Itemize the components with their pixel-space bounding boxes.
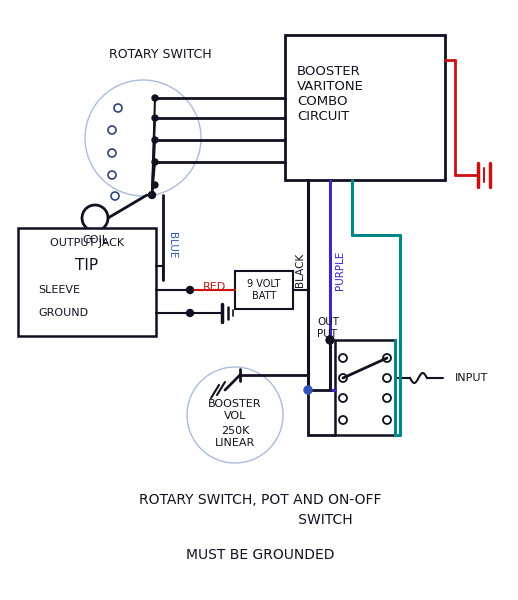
Bar [335, 340, 395, 435]
Text: BLACK: BLACK [295, 253, 305, 287]
Circle shape [152, 115, 158, 121]
Text: 250K
LINEAR: 250K LINEAR [215, 426, 255, 448]
Text: 9 VOLT
BATT: 9 VOLT BATT [247, 279, 281, 301]
Text: OUT
PUT: OUT PUT [317, 317, 339, 339]
Text: INPUT: INPUT [455, 373, 488, 383]
Circle shape [152, 159, 158, 165]
Bar [18, 228, 156, 336]
Circle shape [152, 95, 158, 101]
Text: PURPLE: PURPLE [335, 250, 345, 290]
Circle shape [149, 191, 155, 199]
Text: GROUND: GROUND [38, 308, 88, 318]
Bar [235, 271, 293, 309]
Text: BLUE: BLUE [167, 232, 177, 258]
Circle shape [304, 386, 312, 394]
Text: BOOSTER
VOL: BOOSTER VOL [208, 399, 262, 421]
Bar [285, 35, 445, 180]
Text: RED: RED [204, 282, 227, 292]
Text: MUST BE GROUNDED: MUST BE GROUNDED [186, 548, 334, 562]
Text: SWITCH: SWITCH [167, 513, 353, 527]
Text: BOOSTER
VARITONE
COMBO
CIRCUIT: BOOSTER VARITONE COMBO CIRCUIT [297, 65, 364, 123]
Text: OUTPUT JACK: OUTPUT JACK [50, 238, 124, 248]
Text: COIL: COIL [82, 235, 108, 245]
Text: ROTARY SWITCH: ROTARY SWITCH [109, 49, 211, 61]
Text: ROTARY SWITCH, POT AND ON-OFF: ROTARY SWITCH, POT AND ON-OFF [139, 493, 381, 507]
Circle shape [326, 336, 334, 344]
Circle shape [152, 137, 158, 143]
Circle shape [186, 310, 194, 317]
Text: TIP: TIP [76, 259, 98, 274]
Circle shape [152, 182, 158, 188]
Text: SLEEVE: SLEEVE [38, 285, 80, 295]
Circle shape [186, 286, 194, 293]
